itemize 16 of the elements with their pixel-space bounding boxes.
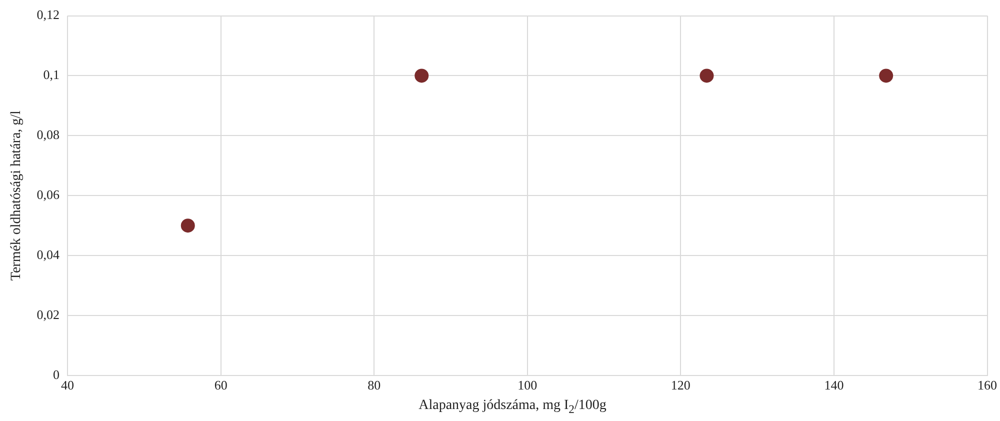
x-tick-label: 140 <box>824 378 844 393</box>
y-tick-label: 0 <box>53 366 60 382</box>
x-tick-label: 120 <box>670 378 690 393</box>
x-tick-label: 40 <box>61 378 74 393</box>
y-tick-label: 0,06 <box>36 187 60 202</box>
y-tick-label: 0,08 <box>36 127 60 142</box>
x-tick-label: 60 <box>214 378 228 393</box>
x-tick-label: 80 <box>368 378 381 393</box>
y-tick-label: 0,02 <box>36 306 60 322</box>
x-tick-label: 160 <box>978 378 997 393</box>
y-tick-label: 0,04 <box>36 246 60 262</box>
x-axis-title: Alapanyag jódszáma, mg I$_{2}$/100g <box>418 398 608 416</box>
x-tick-label: 100 <box>518 378 538 393</box>
y-tick-label: 0,1 <box>43 67 60 82</box>
y-axis-title: Termék oldhatósági határa, g/l <box>9 110 24 281</box>
y-tick-label: 0,12 <box>36 7 60 22</box>
